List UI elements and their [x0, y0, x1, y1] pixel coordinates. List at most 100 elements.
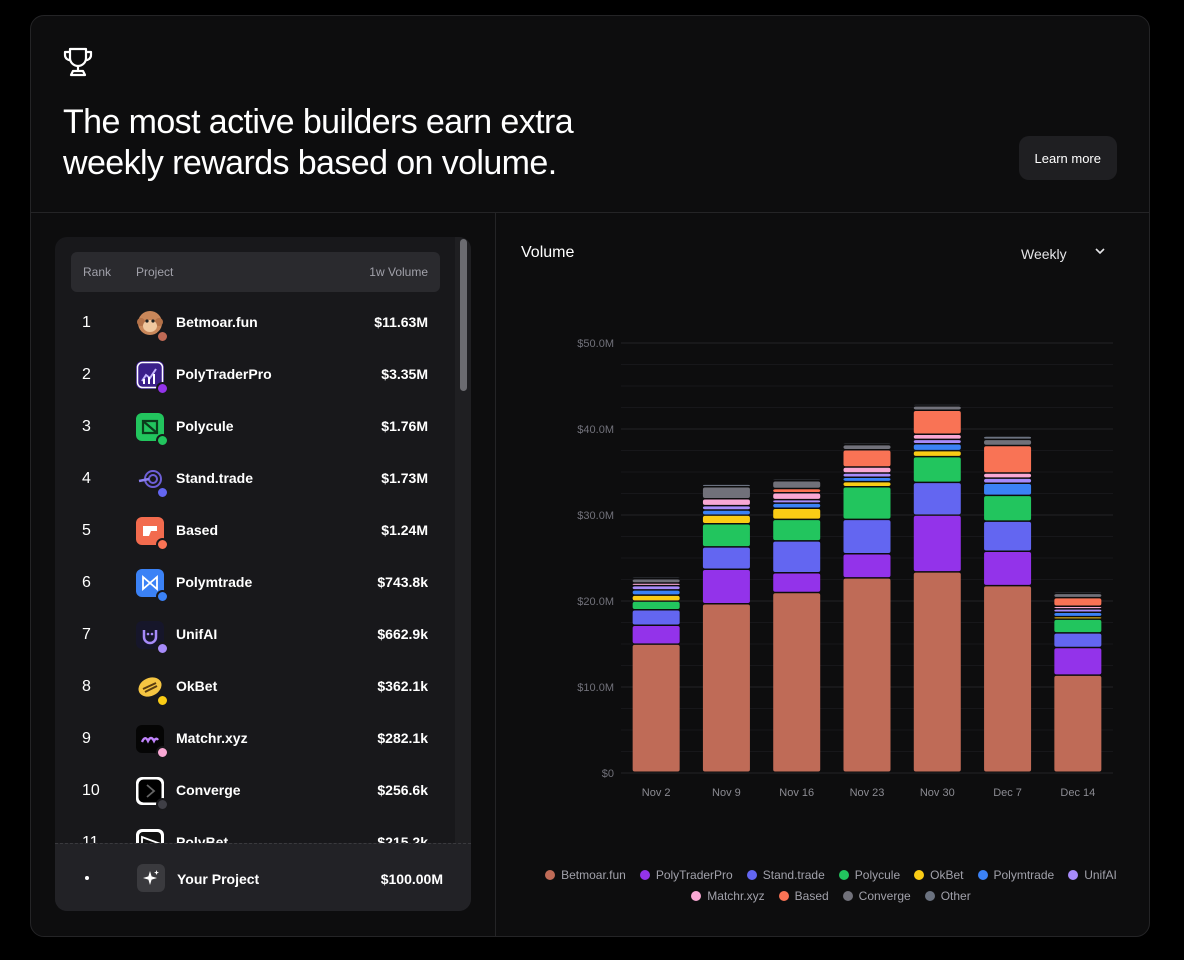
bar-segment-polytraderpro[interactable] [843, 554, 891, 578]
legend-item[interactable]: Other [924, 889, 971, 903]
scrollbar-thumb[interactable] [460, 239, 467, 391]
bar-segment-stand-trade[interactable] [632, 610, 680, 625]
legend-label: Based [794, 889, 829, 903]
legend-item[interactable]: Polycule [838, 868, 900, 882]
bar-segment-betmoar-fun[interactable] [843, 578, 891, 772]
bar-segment-polytraderpro[interactable] [702, 570, 750, 603]
bar-segment-betmoar-fun[interactable] [1054, 675, 1102, 772]
bar-segment-okbet[interactable] [843, 482, 891, 486]
table-row[interactable]: 7 UnifAI $662.9k [55, 609, 455, 661]
bar-segment-unifai[interactable] [1054, 609, 1102, 612]
table-row[interactable]: 5 Based $1.24M [55, 505, 455, 557]
bar-segment-based[interactable] [984, 446, 1032, 473]
table-row[interactable]: 8 OkBet $362.1k [55, 661, 455, 713]
bar-segment-okbet[interactable] [773, 508, 821, 519]
bar-segment-stand-trade[interactable] [1054, 633, 1102, 647]
bar-segment-okbet[interactable] [1054, 617, 1102, 619]
bar-segment-matchr-xyz[interactable] [702, 499, 750, 505]
bar-segment-okbet[interactable] [702, 515, 750, 523]
bar-segment-okbet[interactable] [632, 595, 680, 601]
bar-segment-polymtrade[interactable] [773, 503, 821, 508]
bar-segment-okbet[interactable] [913, 451, 961, 456]
table-row[interactable]: 11 PolyBet $215.2k [55, 817, 455, 843]
legend-item[interactable]: UnifAI [1068, 868, 1117, 882]
bar-segment-based[interactable] [773, 489, 821, 492]
legend-item[interactable]: PolyTraderPro [639, 868, 733, 882]
bar-segment-based[interactable] [843, 450, 891, 467]
table-row[interactable]: 2 PolyTraderPro $3.35M [55, 349, 455, 401]
legend-item[interactable]: Based [778, 889, 829, 903]
bar-segment-polymtrade[interactable] [632, 590, 680, 595]
bar-segment-stand-trade[interactable] [984, 521, 1032, 551]
bar-segment-polymtrade[interactable] [913, 444, 961, 450]
bar-segment-stand-trade[interactable] [773, 541, 821, 572]
bar-segment-converge[interactable] [913, 406, 961, 410]
bar-segment-unifai[interactable] [913, 440, 961, 443]
bar-segment-other[interactable] [984, 436, 1032, 439]
table-row[interactable]: 4 Stand.trade $1.73M [55, 453, 455, 505]
bar-segment-polycule[interactable] [1054, 619, 1102, 633]
legend-item[interactable]: Matchr.xyz [691, 889, 765, 903]
legend-item[interactable]: Converge [842, 889, 911, 903]
bar-segment-unifai[interactable] [984, 478, 1032, 483]
bar-segment-based[interactable] [913, 410, 961, 434]
bar-segment-converge[interactable] [1054, 594, 1102, 597]
bar-segment-polytraderpro[interactable] [773, 573, 821, 592]
bar-segment-matchr-xyz[interactable] [632, 583, 680, 585]
bar-segment-betmoar-fun[interactable] [984, 586, 1032, 772]
bar-segment-stand-trade[interactable] [702, 547, 750, 569]
bar-segment-unifai[interactable] [702, 506, 750, 510]
bar-segment-betmoar-fun[interactable] [913, 572, 961, 772]
bar-segment-matchr-xyz[interactable] [773, 493, 821, 499]
bar-segment-polytraderpro[interactable] [984, 551, 1032, 585]
legend-item[interactable]: OkBet [914, 868, 964, 882]
bar-segment-polycule[interactable] [773, 520, 821, 541]
bar-segment-polycule[interactable] [984, 496, 1032, 521]
bar-segment-unifai[interactable] [773, 500, 821, 503]
bar-segment-other[interactable] [702, 484, 750, 486]
bar-segment-converge[interactable] [843, 445, 891, 449]
row-volume: $1.24M [381, 522, 428, 538]
bar-segment-polycule[interactable] [702, 524, 750, 547]
bar-segment-polymtrade[interactable] [702, 510, 750, 515]
scrollbar-track[interactable] [455, 237, 471, 843]
bar-segment-polytraderpro[interactable] [1054, 648, 1102, 675]
bar-segment-polycule[interactable] [632, 601, 680, 609]
bar-segment-matchr-xyz[interactable] [1054, 607, 1102, 609]
period-select[interactable]: Weekly [1021, 240, 1117, 268]
bar-segment-polycule[interactable] [913, 457, 961, 482]
learn-more-button[interactable]: Learn more [1018, 136, 1117, 180]
table-row[interactable]: 3 Polycule $1.76M [55, 401, 455, 453]
bar-segment-polymtrade[interactable] [984, 484, 1032, 495]
bar-segment-matchr-xyz[interactable] [843, 467, 891, 473]
bar-segment-matchr-xyz[interactable] [984, 473, 1032, 478]
bar-segment-unifai[interactable] [843, 473, 891, 477]
row-rank: 4 [82, 470, 91, 487]
bar-segment-polytraderpro[interactable] [913, 515, 961, 572]
bar-segment-converge[interactable] [773, 481, 821, 488]
table-row[interactable]: 10 Converge $256.6k [55, 765, 455, 817]
bar-segment-polymtrade[interactable] [843, 478, 891, 481]
bar-segment-betmoar-fun[interactable] [702, 604, 750, 772]
bar-segment-betmoar-fun[interactable] [773, 593, 821, 772]
legend-item[interactable]: Polymtrade [977, 868, 1054, 882]
bar-segment-converge[interactable] [984, 440, 1032, 445]
bar-segment-betmoar-fun[interactable] [632, 644, 680, 772]
bar-segment-polytraderpro[interactable] [632, 625, 680, 644]
bar-segment-unifai[interactable] [632, 586, 680, 590]
bar-segment-converge[interactable] [702, 487, 750, 499]
bar-segment-based[interactable] [1054, 598, 1102, 606]
table-row[interactable]: 6 Polymtrade $743.8k [55, 557, 455, 609]
legend-item[interactable]: Betmoar.fun [545, 868, 626, 882]
bar-segment-stand-trade[interactable] [843, 520, 891, 554]
your-project-row[interactable]: Your Project $100.00M [55, 843, 471, 911]
bar-segment-polycule[interactable] [843, 487, 891, 519]
bar-segment-matchr-xyz[interactable] [913, 435, 961, 439]
bar-segment-stand-trade[interactable] [913, 483, 961, 515]
bar-segment-polymtrade[interactable] [1054, 613, 1102, 616]
bar-segment-converge[interactable] [632, 579, 680, 583]
table-row[interactable]: 1 Betmoar.fun $11.63M [55, 297, 455, 349]
table-row[interactable]: 9 Matchr.xyz $282.1k [55, 713, 455, 765]
legend-item[interactable]: Stand.trade [746, 868, 825, 882]
leaderboard-rows[interactable]: 1 Betmoar.fun $11.63M 2 PolyTraderPro $3… [55, 297, 455, 843]
